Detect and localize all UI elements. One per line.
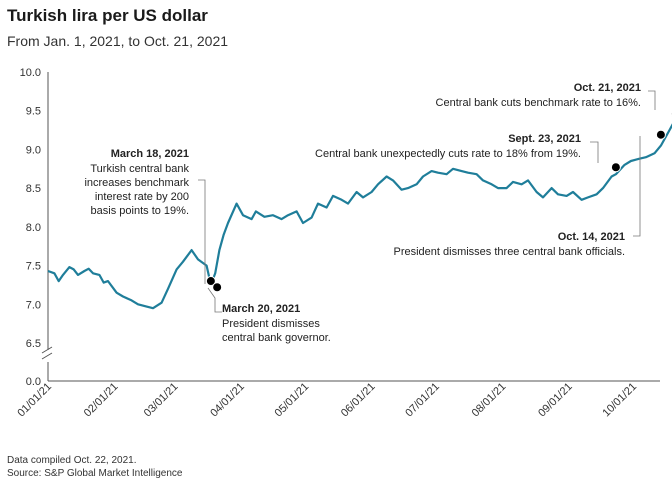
x-tick-label: 10/01/21 (600, 381, 639, 420)
y-tick-label: 8.0 (26, 222, 41, 234)
y-tick-label: 7.5 (26, 261, 41, 273)
annotation-leader-line (207, 287, 222, 313)
y-tick-label: 9.5 (26, 106, 41, 118)
series-line-lira (47, 123, 672, 310)
y-axis: 10.0 9.5 9.0 8.5 8.0 7.5 7.0 6.5 0.0 (20, 67, 53, 388)
event-markers (205, 110, 672, 293)
y-tick-label: 6.5 (26, 338, 41, 350)
event-marker (205, 276, 216, 287)
event-marker (655, 129, 666, 140)
annotation-date: March 20, 2021 (222, 303, 300, 315)
event-marker (212, 282, 223, 293)
x-tick-label: 03/01/21 (142, 381, 181, 420)
annotation-leader-line (648, 90, 656, 110)
series-line-group (47, 123, 672, 310)
annotation-leader-line (590, 141, 599, 163)
data-compiled-note: Data compiled Oct. 22, 2021. (7, 455, 137, 466)
annotation-leader-line (633, 136, 641, 237)
annotation-text: President dismisses three central bank o… (393, 246, 625, 258)
annotations: March 18, 2021 Turkish central bank increa… (84, 82, 656, 344)
annotation-date: Sept. 23, 2021 (508, 133, 581, 145)
x-tick-label: 05/01/21 (273, 381, 312, 420)
annotation-text: basis points to 19%. (91, 205, 189, 217)
source-note: Source: S&P Global Market Intelligence (7, 468, 183, 479)
line-chart: 10.09.59.08.58.07.57.06.50.0 01/01/21 02/… (15, 67, 672, 420)
chart-subtitle: From Jan. 1, 2021, to Oct. 21, 2021 (7, 33, 229, 49)
y-tick-label: 8.5 (26, 183, 41, 195)
x-tick-label: 08/01/21 (470, 381, 509, 420)
x-tick-label: 02/01/21 (82, 381, 121, 420)
annotation-date: March 18, 2021 (111, 148, 189, 160)
x-tick-label: 06/01/21 (339, 381, 378, 420)
annotation-text: central bank governor. (222, 332, 331, 344)
annotation-text: interest rate by 200 (95, 191, 189, 203)
annotation-text: increases benchmark (84, 177, 189, 189)
annotation-text: Central bank cuts benchmark rate to 16%. (436, 97, 641, 109)
annotation-text: Turkish central bank (90, 163, 189, 175)
axis-break-mark (41, 346, 53, 360)
y-tick-label: 10.0 (20, 67, 41, 79)
x-tick-label: 09/01/21 (536, 381, 575, 420)
event-marker (610, 162, 621, 173)
y-tick-label: 0.0 (26, 376, 41, 388)
x-tick-label: 07/01/21 (403, 381, 442, 420)
chart-title: Turkish lira per US dollar (7, 6, 208, 25)
annotation-date: Oct. 21, 2021 (574, 82, 641, 94)
footnote: Data compiled Oct. 22, 2021. Source: S&P… (7, 454, 182, 480)
annotation-leader-line (198, 179, 206, 284)
annotation-date: Oct. 14, 2021 (558, 231, 625, 243)
x-tick-label: 04/01/21 (208, 381, 247, 420)
annotation-text: Central bank unexpectedly cuts rate to 1… (315, 148, 581, 160)
y-tick-label: 9.0 (26, 144, 41, 156)
annotation-text: President dismisses (222, 318, 320, 330)
x-axis: 01/01/21 02/01/21 03/01/21 04/01/21 05/01/21… (15, 380, 660, 420)
y-tick-label: 7.0 (26, 299, 41, 311)
